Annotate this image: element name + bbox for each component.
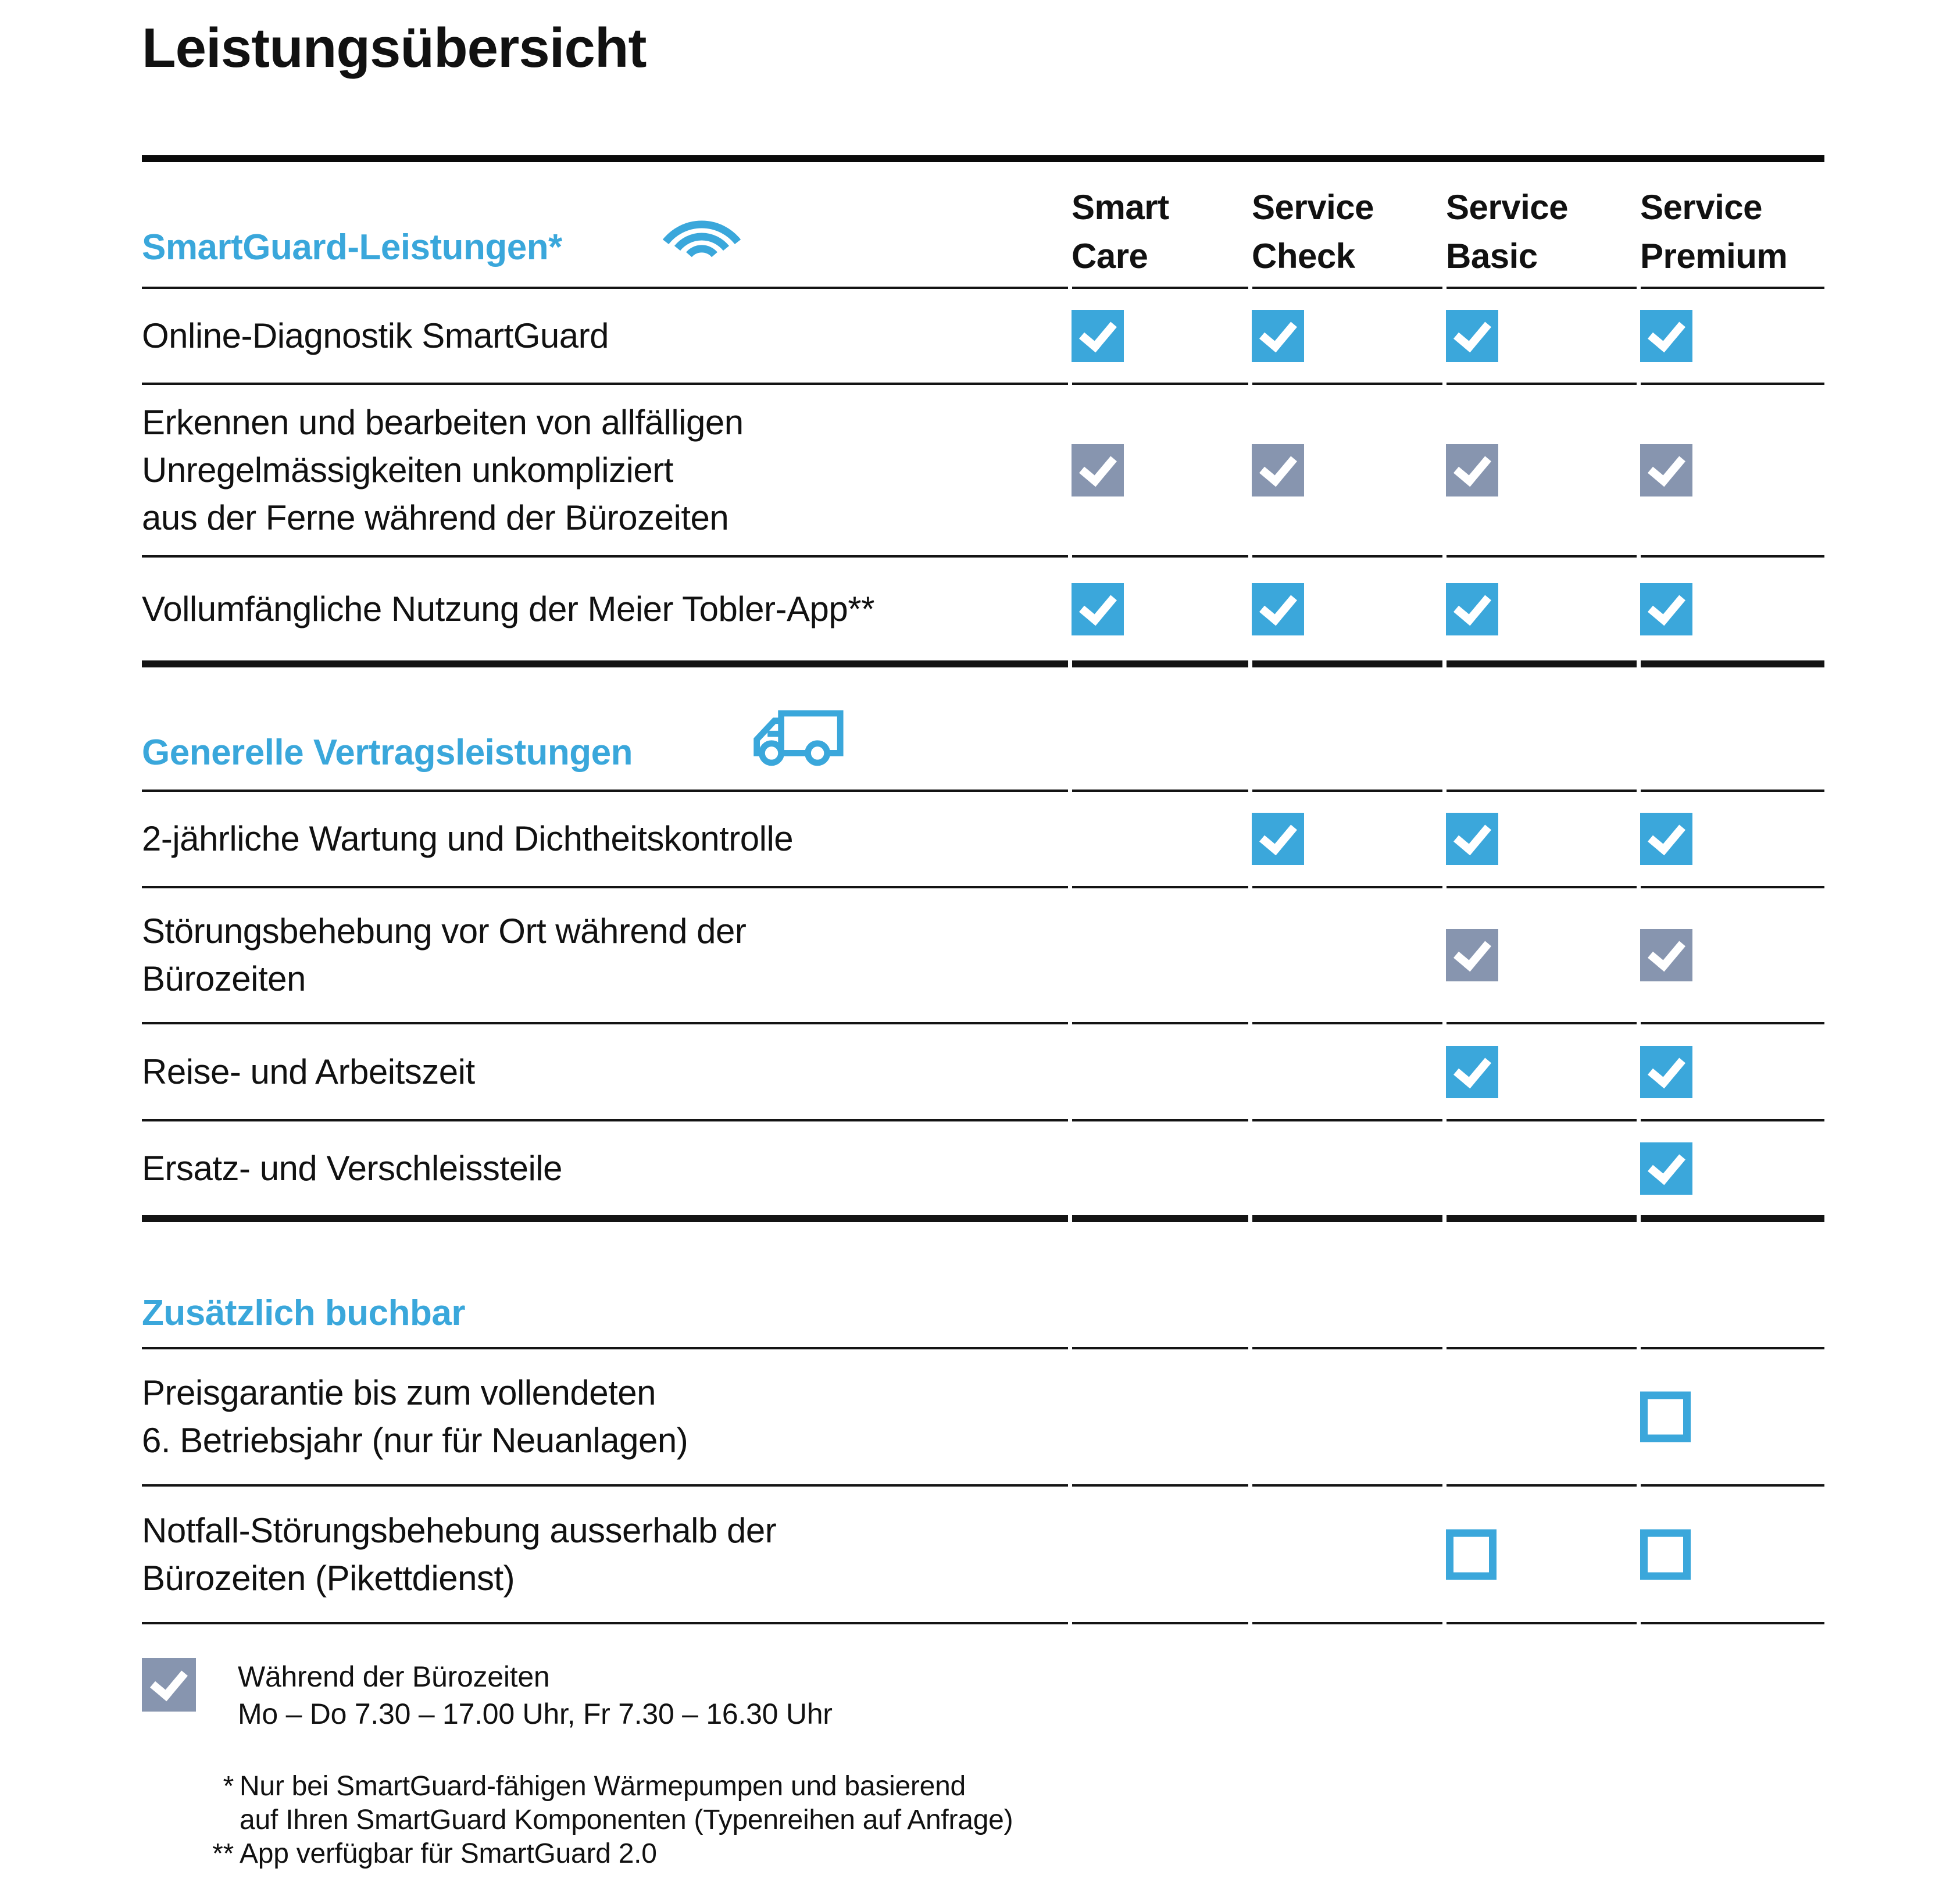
divider-thick: [142, 660, 1824, 667]
footnote-marker: **: [212, 1838, 234, 1869]
table-row-stoerungsbehebung: Störungsbehebung vor Ort während der Bür…: [142, 888, 1824, 1022]
checkbox-service-premium: [1640, 583, 1692, 635]
divider: [142, 1347, 1824, 1349]
checkbox-service-basic: [1446, 309, 1498, 362]
checkbox-service-check: [1252, 929, 1304, 981]
legend-line2: Mo – Do 7.30 – 17.00 Uhr, Fr 7.30 – 16.3…: [238, 1698, 833, 1730]
row-label: Preisgarantie bis zum vollendeten 6. Bet…: [142, 1373, 688, 1460]
checkbox-service-check: [1252, 309, 1304, 362]
footnote-text: App verfügbar für SmartGuard 2.0: [240, 1838, 657, 1869]
page-title: Leistungsübersicht: [142, 17, 647, 79]
section-title-smartguard: SmartGuard-Leistungen*: [142, 227, 562, 267]
checkbox-service-basic: [1446, 583, 1498, 635]
checkbox-smart-care: [1072, 813, 1124, 865]
checkbox-smart-care: [1072, 1046, 1124, 1098]
footnote-1: * Nur bei SmartGuard-fähigen Wärmepumpen…: [142, 1770, 1824, 1837]
table-row-ersatzteile: Ersatz- und Verschleissteile: [142, 1121, 1824, 1215]
table-row-wartung: 2-jährliche Wartung und Dichtheitskontro…: [142, 792, 1824, 886]
table-row-online-diagnostik: Online-Diagnostik SmartGuard: [142, 289, 1824, 383]
checkbox-service-check: [1252, 1391, 1304, 1443]
table-row-notfall: Notfall-Störungsbehebung ausserhalb der …: [142, 1487, 1824, 1622]
checkbox-service-check: [1252, 1142, 1304, 1195]
checkbox-smart-care: [1072, 444, 1124, 496]
divider-thick: [142, 1215, 1824, 1222]
section-header-zusaetzlich: Zusätzlich buchbar: [142, 1222, 1824, 1347]
section-header-vertragsleistungen: Generelle Vertragsleistungen: [142, 667, 1824, 790]
column-header-service-basic: Service Basic: [1446, 188, 1569, 276]
table-row-erkennen-bearbeiten: Erkennen und bearbeiten von allfälligen …: [142, 385, 1824, 555]
footnote-text: Nur bei SmartGuard-fähigen Wärmepumpen u…: [240, 1771, 1013, 1835]
divider: [142, 1484, 1824, 1487]
legend-line1: Während der Bürozeiten: [238, 1660, 550, 1693]
section-title-vertragsleistungen: Generelle Vertragsleistungen: [142, 733, 633, 773]
wifi-icon: [661, 215, 742, 263]
footnote-2: ** App verfügbar für SmartGuard 2.0: [142, 1837, 1824, 1871]
divider: [142, 287, 1824, 289]
checkbox-service-basic: [1446, 813, 1498, 865]
section-header-smartguard: SmartGuard-Leistungen* Smart Care Servic…: [142, 162, 1824, 287]
checkbox-service-premium: [1640, 1045, 1692, 1098]
footnote-marker: *: [223, 1771, 234, 1802]
legend-text: Während der Bürozeiten Mo – Do 7.30 – 17…: [238, 1658, 833, 1732]
column-header-smart-care: Smart Care: [1072, 188, 1169, 276]
checkbox-service-check: [1252, 583, 1304, 635]
checkbox-service-basic: [1446, 444, 1498, 496]
column-header-service-premium: Service Premium: [1640, 188, 1788, 276]
checkbox-service-basic: [1446, 1142, 1498, 1195]
checkbox-service-premium: [1640, 813, 1692, 865]
table-row-reise-arbeitszeit: Reise- und Arbeitszeit: [142, 1024, 1824, 1119]
checkbox-smart-care: [1072, 1391, 1124, 1443]
checkbox-smart-care: [1072, 929, 1124, 981]
divider: [142, 1022, 1824, 1024]
checkbox-smart-care: [1072, 309, 1124, 362]
divider: [142, 383, 1824, 385]
checkbox-service-basic: [1446, 1391, 1498, 1443]
legend-checkbox-icon: [142, 1658, 196, 1712]
row-label: Vollumfängliche Nutzung der Meier Tobler…: [142, 589, 874, 628]
footnotes: * Nur bei SmartGuard-fähigen Wärmepumpen…: [142, 1770, 1824, 1871]
divider: [142, 555, 1824, 558]
row-label: Online-Diagnostik SmartGuard: [142, 316, 609, 355]
checkbox-smart-care: [1072, 583, 1124, 635]
checkbox-service-premium: [1640, 1529, 1691, 1580]
checkbox-service-premium: [1640, 929, 1692, 981]
checkbox-service-premium: [1640, 309, 1692, 362]
divider: [142, 886, 1824, 888]
checkbox-service-premium: [1640, 1391, 1691, 1442]
divider: [142, 1119, 1824, 1121]
checkbox-smart-care: [1072, 1528, 1124, 1581]
row-label: Erkennen und bearbeiten von allfälligen …: [142, 402, 744, 537]
row-label: Notfall-Störungsbehebung ausserhalb der …: [142, 1510, 777, 1598]
truck-icon: [748, 709, 845, 770]
divider: [142, 790, 1824, 792]
divider-thick-top: [142, 155, 1824, 162]
checkbox-service-check: [1252, 813, 1304, 865]
checkbox-service-check: [1252, 1046, 1304, 1098]
checkbox-smart-care: [1072, 1142, 1124, 1195]
checkbox-service-check: [1252, 444, 1304, 496]
divider: [142, 1622, 1824, 1624]
checkbox-service-basic: [1446, 1045, 1498, 1098]
row-label: Ersatz- und Verschleissteile: [142, 1148, 563, 1188]
checkbox-service-basic: [1446, 929, 1498, 981]
column-header-service-check: Service Check: [1252, 188, 1374, 276]
checkbox-service-premium: [1640, 444, 1692, 496]
checkbox-service-basic: [1446, 1529, 1497, 1580]
table-row-preisgarantie: Preisgarantie bis zum vollendeten 6. Bet…: [142, 1349, 1824, 1484]
checkbox-service-premium: [1640, 1142, 1692, 1195]
row-label: Störungsbehebung vor Ort während der Bür…: [142, 912, 747, 998]
table-row-meier-tobler-app: Vollumfängliche Nutzung der Meier Tobler…: [142, 558, 1824, 660]
section-title-zusaetzlich: Zusätzlich buchbar: [142, 1293, 465, 1333]
legend: Während der Bürozeiten Mo – Do 7.30 – 17…: [142, 1658, 1824, 1732]
checkbox-service-check: [1252, 1528, 1304, 1581]
row-label: Reise- und Arbeitszeit: [142, 1052, 475, 1091]
row-label: 2-jährliche Wartung und Dichtheitskontro…: [142, 819, 794, 858]
